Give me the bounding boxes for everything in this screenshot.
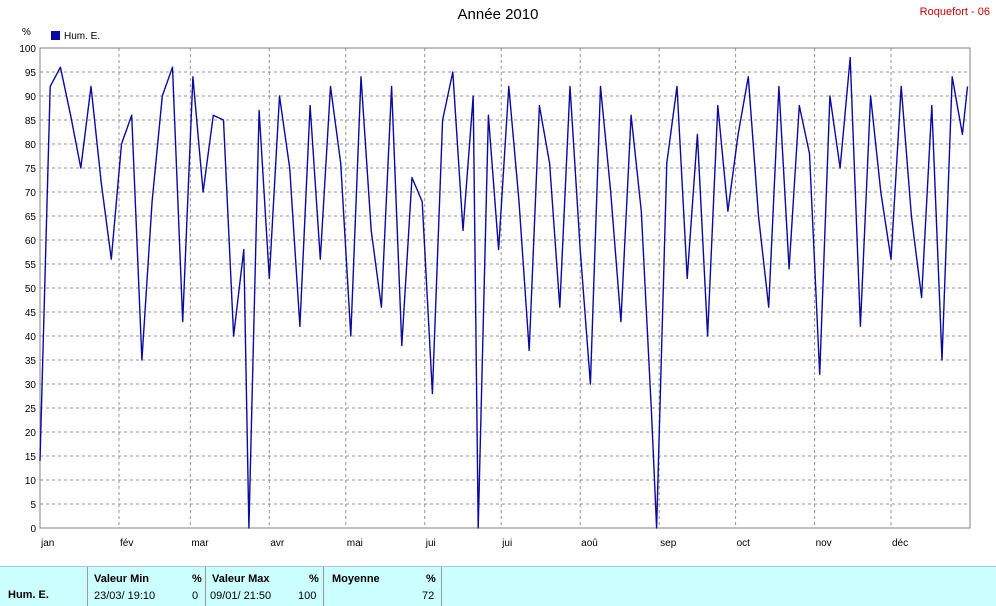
x-tick-label: nov — [816, 538, 832, 549]
x-tick-label: oct — [737, 538, 751, 549]
series-line-hum-e — [39, 56, 969, 529]
chart-title: Année 2010 — [457, 6, 539, 23]
x-tick-label: fév — [120, 538, 133, 549]
y-tick-label: 55 — [25, 260, 37, 271]
max-value: 100 — [298, 590, 317, 602]
x-tick-label: jui — [501, 538, 512, 549]
y-tick-label: 85 — [25, 116, 37, 127]
y-tick-label: 100 — [19, 44, 36, 55]
y-tick-label: 50 — [25, 284, 37, 295]
y-tick-label: 0 — [30, 524, 36, 535]
max-date: 09/01/ 21:50 — [210, 590, 272, 602]
min-group: Valeur Min % 23/03/ 19:10 0 — [87, 567, 205, 606]
min-date: 23/03/ 19:10 — [94, 590, 156, 602]
y-tick-label: 75 — [25, 164, 37, 175]
x-tick-label: jui — [425, 538, 436, 549]
y-tick-label: 15 — [25, 452, 37, 463]
max-unit: % — [309, 573, 319, 585]
line-chart: 0 5 10 15 20 25 30 35 40 45 50 55 60 65 70 75 80 85 90 95 10… — [19, 44, 971, 549]
y-tick-label: 45 — [25, 308, 37, 319]
y-tick-label: 95 — [25, 68, 37, 79]
stats-bar: Hum. E. Valeur Min % 23/03/ 19:10 0 Vale… — [0, 566, 996, 606]
y-tick-label: 90 — [25, 92, 37, 103]
x-tick-label: jan — [40, 538, 54, 549]
y-tick-label: 35 — [25, 356, 37, 367]
min-unit: % — [192, 573, 202, 585]
avg-value: 72 — [422, 590, 435, 602]
avg-group: Moyenne % 72 — [323, 567, 442, 606]
y-tick-label: 65 — [25, 212, 37, 223]
x-tick-label: mai — [347, 538, 363, 549]
x-tick-label: avr — [270, 538, 285, 549]
x-tick-label: déc — [892, 538, 908, 549]
y-tick-label: 25 — [25, 404, 37, 415]
stats-row-label: Hum. E. — [8, 589, 49, 601]
min-header: Valeur Min — [94, 573, 150, 585]
y-tick-label: 30 — [25, 380, 37, 391]
min-value: 0 — [192, 590, 199, 602]
y-tick-label: 20 — [25, 428, 37, 439]
y-tick-label: 5 — [30, 500, 36, 511]
y-tick-label: 40 — [25, 332, 37, 343]
x-tick-label: mar — [191, 538, 209, 549]
avg-header: Moyenne — [332, 573, 380, 585]
y-tick-label: 60 — [25, 236, 37, 247]
legend: Hum. E. — [51, 31, 100, 42]
legend-label: Hum. E. — [64, 31, 101, 42]
station-name: Roquefort - 06 — [919, 6, 990, 18]
avg-unit: % — [426, 573, 436, 585]
max-group: Valeur Max % 09/01/ 21:50 100 — [205, 567, 323, 606]
x-tick-label: aoû — [581, 538, 598, 549]
y-tick-label: 80 — [25, 140, 37, 151]
y-tick-label: 70 — [25, 188, 37, 199]
max-header: Valeur Max — [212, 573, 270, 585]
y-axis-unit: % — [22, 27, 31, 38]
legend-swatch — [51, 31, 60, 40]
y-tick-label: 10 — [25, 476, 37, 487]
x-tick-label: sep — [660, 538, 677, 549]
